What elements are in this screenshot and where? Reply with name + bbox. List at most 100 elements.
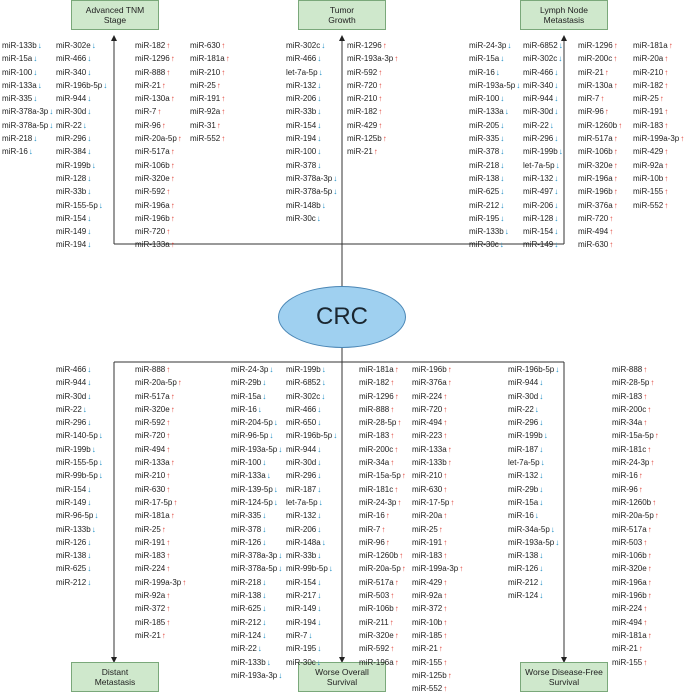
mirna-name: miR-126	[231, 537, 262, 547]
down-arrow-icon: ↓	[317, 484, 322, 494]
mirna-item: miR-133a↑	[412, 443, 463, 456]
down-arrow-icon: ↓	[33, 54, 38, 64]
up-arrow-icon: ↑	[664, 67, 669, 77]
mirna-item: miR-494↑	[578, 225, 622, 238]
mirna-name: miR-466	[523, 67, 554, 77]
mirna-name: miR-181a	[190, 54, 225, 64]
up-arrow-icon: ↑	[613, 200, 618, 210]
down-arrow-icon: ↓	[273, 418, 278, 428]
mirna-name: miR-224	[412, 391, 443, 401]
up-arrow-icon: ↑	[390, 591, 395, 601]
down-arrow-icon: ↓	[321, 365, 326, 374]
box-lymph-node-metastasis: Lymph Node Metastasis	[520, 0, 608, 30]
mirna-item: miR-503↑	[359, 589, 406, 602]
mirna-item: miR-199b↓	[508, 429, 559, 442]
down-arrow-icon: ↓	[539, 391, 544, 401]
down-arrow-icon: ↓	[500, 187, 505, 197]
mirna-item: miR-210↑	[190, 66, 230, 79]
mirna-item: miR-1260b↑	[612, 496, 659, 509]
mirna-item: miR-218↓	[2, 132, 53, 145]
mirna-name: miR-29b	[231, 378, 262, 388]
mirna-item: miR-155-5p↓	[56, 199, 107, 212]
mirna-name: miR-100	[286, 147, 317, 157]
mirna-item: miR-155-5p↓	[56, 456, 103, 469]
mirna-item: miR-132↓	[286, 79, 337, 92]
down-arrow-icon: ↓	[318, 497, 323, 507]
mirna-name: miR-191	[135, 537, 166, 547]
up-arrow-icon: ↑	[390, 404, 395, 414]
mirna-name: miR-183	[612, 391, 643, 401]
mirna-name: miR-320e	[359, 630, 394, 640]
mirna-name: miR-31	[190, 120, 216, 130]
up-arrow-icon: ↑	[394, 365, 399, 374]
down-arrow-icon: ↓	[516, 80, 521, 90]
mirna-name: miR-212	[56, 577, 87, 587]
mirna-name: miR-181a	[359, 365, 394, 374]
mirna-item: miR-372↑	[412, 602, 463, 615]
mirna-item: miR-944↓	[56, 92, 107, 105]
mirna-name: miR-195	[469, 213, 500, 223]
up-arrow-icon: ↑	[166, 591, 171, 601]
mirna-name: miR-25	[190, 80, 216, 90]
mirna-name: miR-204-5p	[231, 418, 273, 428]
up-arrow-icon: ↑	[390, 458, 395, 468]
up-arrow-icon: ↑	[378, 94, 383, 104]
mirna-name: miR-15a-5p	[612, 431, 654, 441]
down-arrow-icon: ↓	[539, 418, 544, 428]
up-arrow-icon: ↑	[394, 444, 399, 454]
mirna-name: miR-191	[190, 94, 221, 104]
down-arrow-icon: ↓	[317, 577, 322, 587]
mirna-name: miR-1296	[578, 41, 613, 50]
mirna-name: miR-106b	[359, 604, 394, 614]
mirna-item: miR-497↓	[523, 185, 563, 198]
mirna-item: miR-296↓	[523, 132, 563, 145]
mirna-name: miR-154	[56, 484, 87, 494]
mirna-item: miR-196a↑	[135, 199, 182, 212]
up-arrow-icon: ↑	[443, 484, 448, 494]
down-arrow-icon: ↓	[317, 524, 322, 534]
mirna-name: miR-224	[612, 604, 643, 614]
mirna-name: miR-133b	[56, 524, 91, 534]
mirna-name: miR-126	[56, 537, 87, 547]
down-arrow-icon: ↓	[317, 418, 322, 428]
mirna-item: miR-96-5p↓	[56, 509, 103, 522]
mirna-item: miR-106b↑	[612, 549, 659, 562]
up-arrow-icon: ↑	[613, 187, 618, 197]
mirna-item: miR-630↑	[190, 39, 230, 52]
up-arrow-icon: ↑	[443, 391, 448, 401]
mirna-item: miR-181a↑	[135, 509, 186, 522]
mirna-name: miR-205	[469, 120, 500, 130]
mirna-name: miR-494	[412, 418, 443, 428]
mirna-item: miR-106b↑	[578, 145, 622, 158]
down-arrow-icon: ↓	[539, 551, 544, 561]
mirna-item: let-7a-5p↓	[523, 159, 563, 172]
mirna-name: miR-503	[612, 537, 643, 547]
mirna-name: miR-21	[412, 644, 438, 654]
mirna-item: miR-30d↓	[508, 390, 559, 403]
mirna-name: miR-552	[412, 684, 443, 694]
down-arrow-icon: ↓	[262, 604, 267, 614]
mirna-item: miR-29b↓	[231, 376, 282, 389]
mirna-item: miR-720↑	[347, 79, 398, 92]
mirna-name: miR-625	[56, 564, 87, 574]
mirna-name: miR-1260b	[612, 497, 652, 507]
mirna-item: miR-33b↓	[286, 549, 337, 562]
mirna-item: miR-206↓	[286, 523, 337, 536]
mirna-name: miR-140-5p	[56, 431, 98, 441]
mirna-name: miR-196b	[412, 365, 447, 374]
mirna-item: miR-320e↑	[135, 403, 186, 416]
mirna-name: miR-149	[56, 227, 87, 237]
mirna-name: miR-154	[523, 227, 554, 237]
down-arrow-icon: ↓	[87, 551, 92, 561]
mirna-name: miR-124-5p	[231, 497, 273, 507]
up-arrow-icon: ↑	[604, 107, 609, 117]
mirna-name: miR-149	[56, 497, 87, 507]
up-arrow-icon: ↑	[166, 418, 171, 428]
mirna-item: miR-196b-5p↓	[508, 363, 559, 376]
up-arrow-icon: ↑	[654, 511, 659, 521]
mirna-item: miR-24-3p↓	[231, 363, 282, 376]
mirna-item: miR-630↑	[135, 483, 186, 496]
mirna-item: miR-16↓	[469, 66, 520, 79]
up-arrow-icon: ↑	[378, 80, 383, 90]
down-arrow-icon: ↓	[534, 404, 539, 414]
